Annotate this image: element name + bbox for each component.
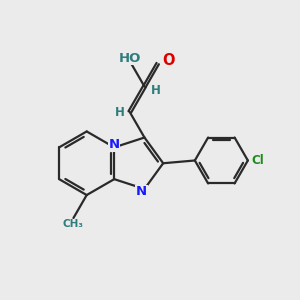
Text: N: N <box>109 138 120 151</box>
Text: CH₃: CH₃ <box>63 220 84 230</box>
Text: Cl: Cl <box>251 154 264 167</box>
Text: H: H <box>115 106 124 118</box>
Text: N: N <box>136 185 147 198</box>
Text: HO: HO <box>118 52 141 65</box>
Text: H: H <box>151 84 160 98</box>
Text: O: O <box>162 53 174 68</box>
